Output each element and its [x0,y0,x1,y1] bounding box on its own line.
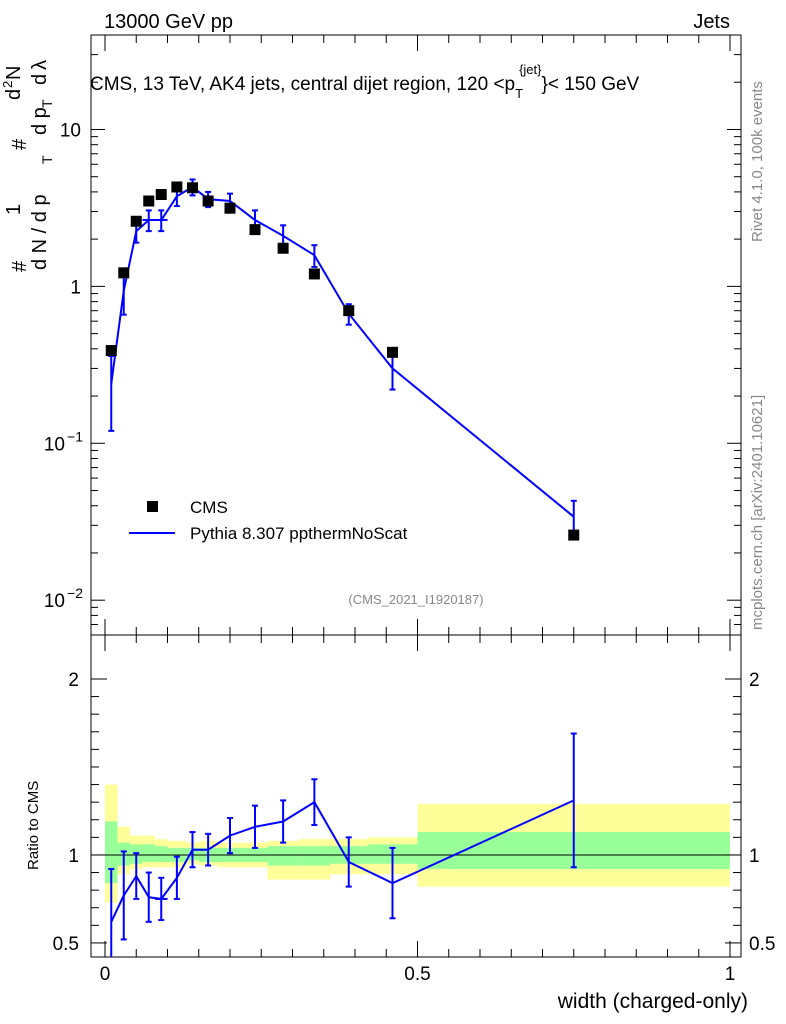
ratio-plot-frame [90,634,742,958]
cms-data-point [568,529,580,541]
ylabel-num2-a: d [3,89,25,100]
cms-data-point [202,195,214,207]
main-plot-panel [90,34,742,636]
ylabel-den-a: d N / d p [29,194,51,270]
mcplots-credit-label: mcplots.cern.ch [arXiv:2401.10621] [749,395,766,630]
ratio-y-tick-label-right: 0.5 [749,934,775,955]
cms-data-point [343,305,355,317]
ratio-y-tick-label: 0.5 [53,934,79,955]
cms-data-point [387,346,398,358]
rivet-version-label: Rivet 4.1.0, 100k events [749,81,766,242]
cms-data-point [155,189,167,201]
header-category-label: Jets [693,11,730,33]
cms-data-point [171,181,183,193]
legend-marker-cms [147,501,158,512]
chart-title-sup: {jet} [519,62,542,77]
main-y-tick-exponent: −2 [67,585,83,601]
ylabel-den2-b: d [29,74,51,85]
analysis-id-label: (CMS_2021_I1920187) [348,592,483,607]
ylabel-den2-sub: T [39,99,55,108]
ratio-band-stat [267,846,299,866]
chart-title-suffix: }< 150 GeV [542,74,640,95]
cms-data-point [277,242,289,254]
main-y-tick-label: 1 [70,277,81,298]
cms-data-point [249,224,261,236]
main-series-group [105,178,580,541]
main-y-axis-label: # 1 d N / d p T # d 2 N d p T d λ [0,60,55,272]
ratio-y-tick-label-right: 2 [749,670,760,691]
cms-data-point [224,202,236,214]
x-tick-label: 0.5 [404,964,430,985]
ratio-uncertainty-bands [105,784,730,903]
ratio-y-tick-label: 1 [68,846,79,867]
ratio-y-axis-label: Ratio to CMS [25,781,42,870]
header-beam-label: 13000 GeV pp [104,11,233,33]
x-tick-label: 1 [725,964,736,985]
cms-data-point [130,215,142,227]
ylabel-num2-b: N [3,66,25,80]
ratio-series-group [108,732,577,957]
ratio-axis-ticks: 0.5 0.5 1 1 2 2 [53,670,776,955]
main-y-tick-label: 10 [44,434,65,455]
ylabel-one: 1 [3,204,25,215]
main-y-tick-label: 10 [44,591,65,612]
ylabel-den-sub: T [39,155,55,164]
ylabel-hash: # [9,260,31,272]
chart-title: CMS, 13 TeV, AK4 jets, central dijet reg… [90,62,640,101]
chart-title-prefix: CMS, 13 TeV, AK4 jets, central dijet reg… [90,74,515,95]
cms-data-point [105,345,117,357]
cms-data-point [187,182,198,194]
x-tick-label: 0 [100,964,111,985]
pythia-line [110,185,575,518]
legend-label-cms: CMS [190,498,228,517]
ratio-band-stat [105,821,118,884]
cms-data-point [308,268,320,280]
ylabel-num2-sup: 2 [0,81,15,88]
ylabel-lambda: λ [29,60,51,70]
ylabel-hash-2: # [9,138,31,150]
ratio-plot-panel [90,634,742,958]
chart-title-sub: T [515,86,523,101]
cms-data-point [143,195,155,207]
ratio-band-stat [155,846,168,862]
ratio-y-tick-label-right: 1 [749,846,760,867]
x-axis-label: width (charged-only) [557,990,748,1013]
main-y-tick-exponent: −1 [67,428,83,444]
legend-label-pythia: Pythia 8.307 ppthermNoScat [190,524,408,543]
main-y-tick-label: 10 [60,120,81,141]
main-plot-frame [90,34,742,636]
ratio-band-stat [298,846,330,866]
legend: CMS Pythia 8.307 ppthermNoScat [129,498,408,543]
cms-data-point [118,267,130,279]
ratio-y-tick-label: 2 [68,670,79,691]
ratio-band-stat [142,844,155,862]
ylabel-den2-a: d p [29,107,51,135]
